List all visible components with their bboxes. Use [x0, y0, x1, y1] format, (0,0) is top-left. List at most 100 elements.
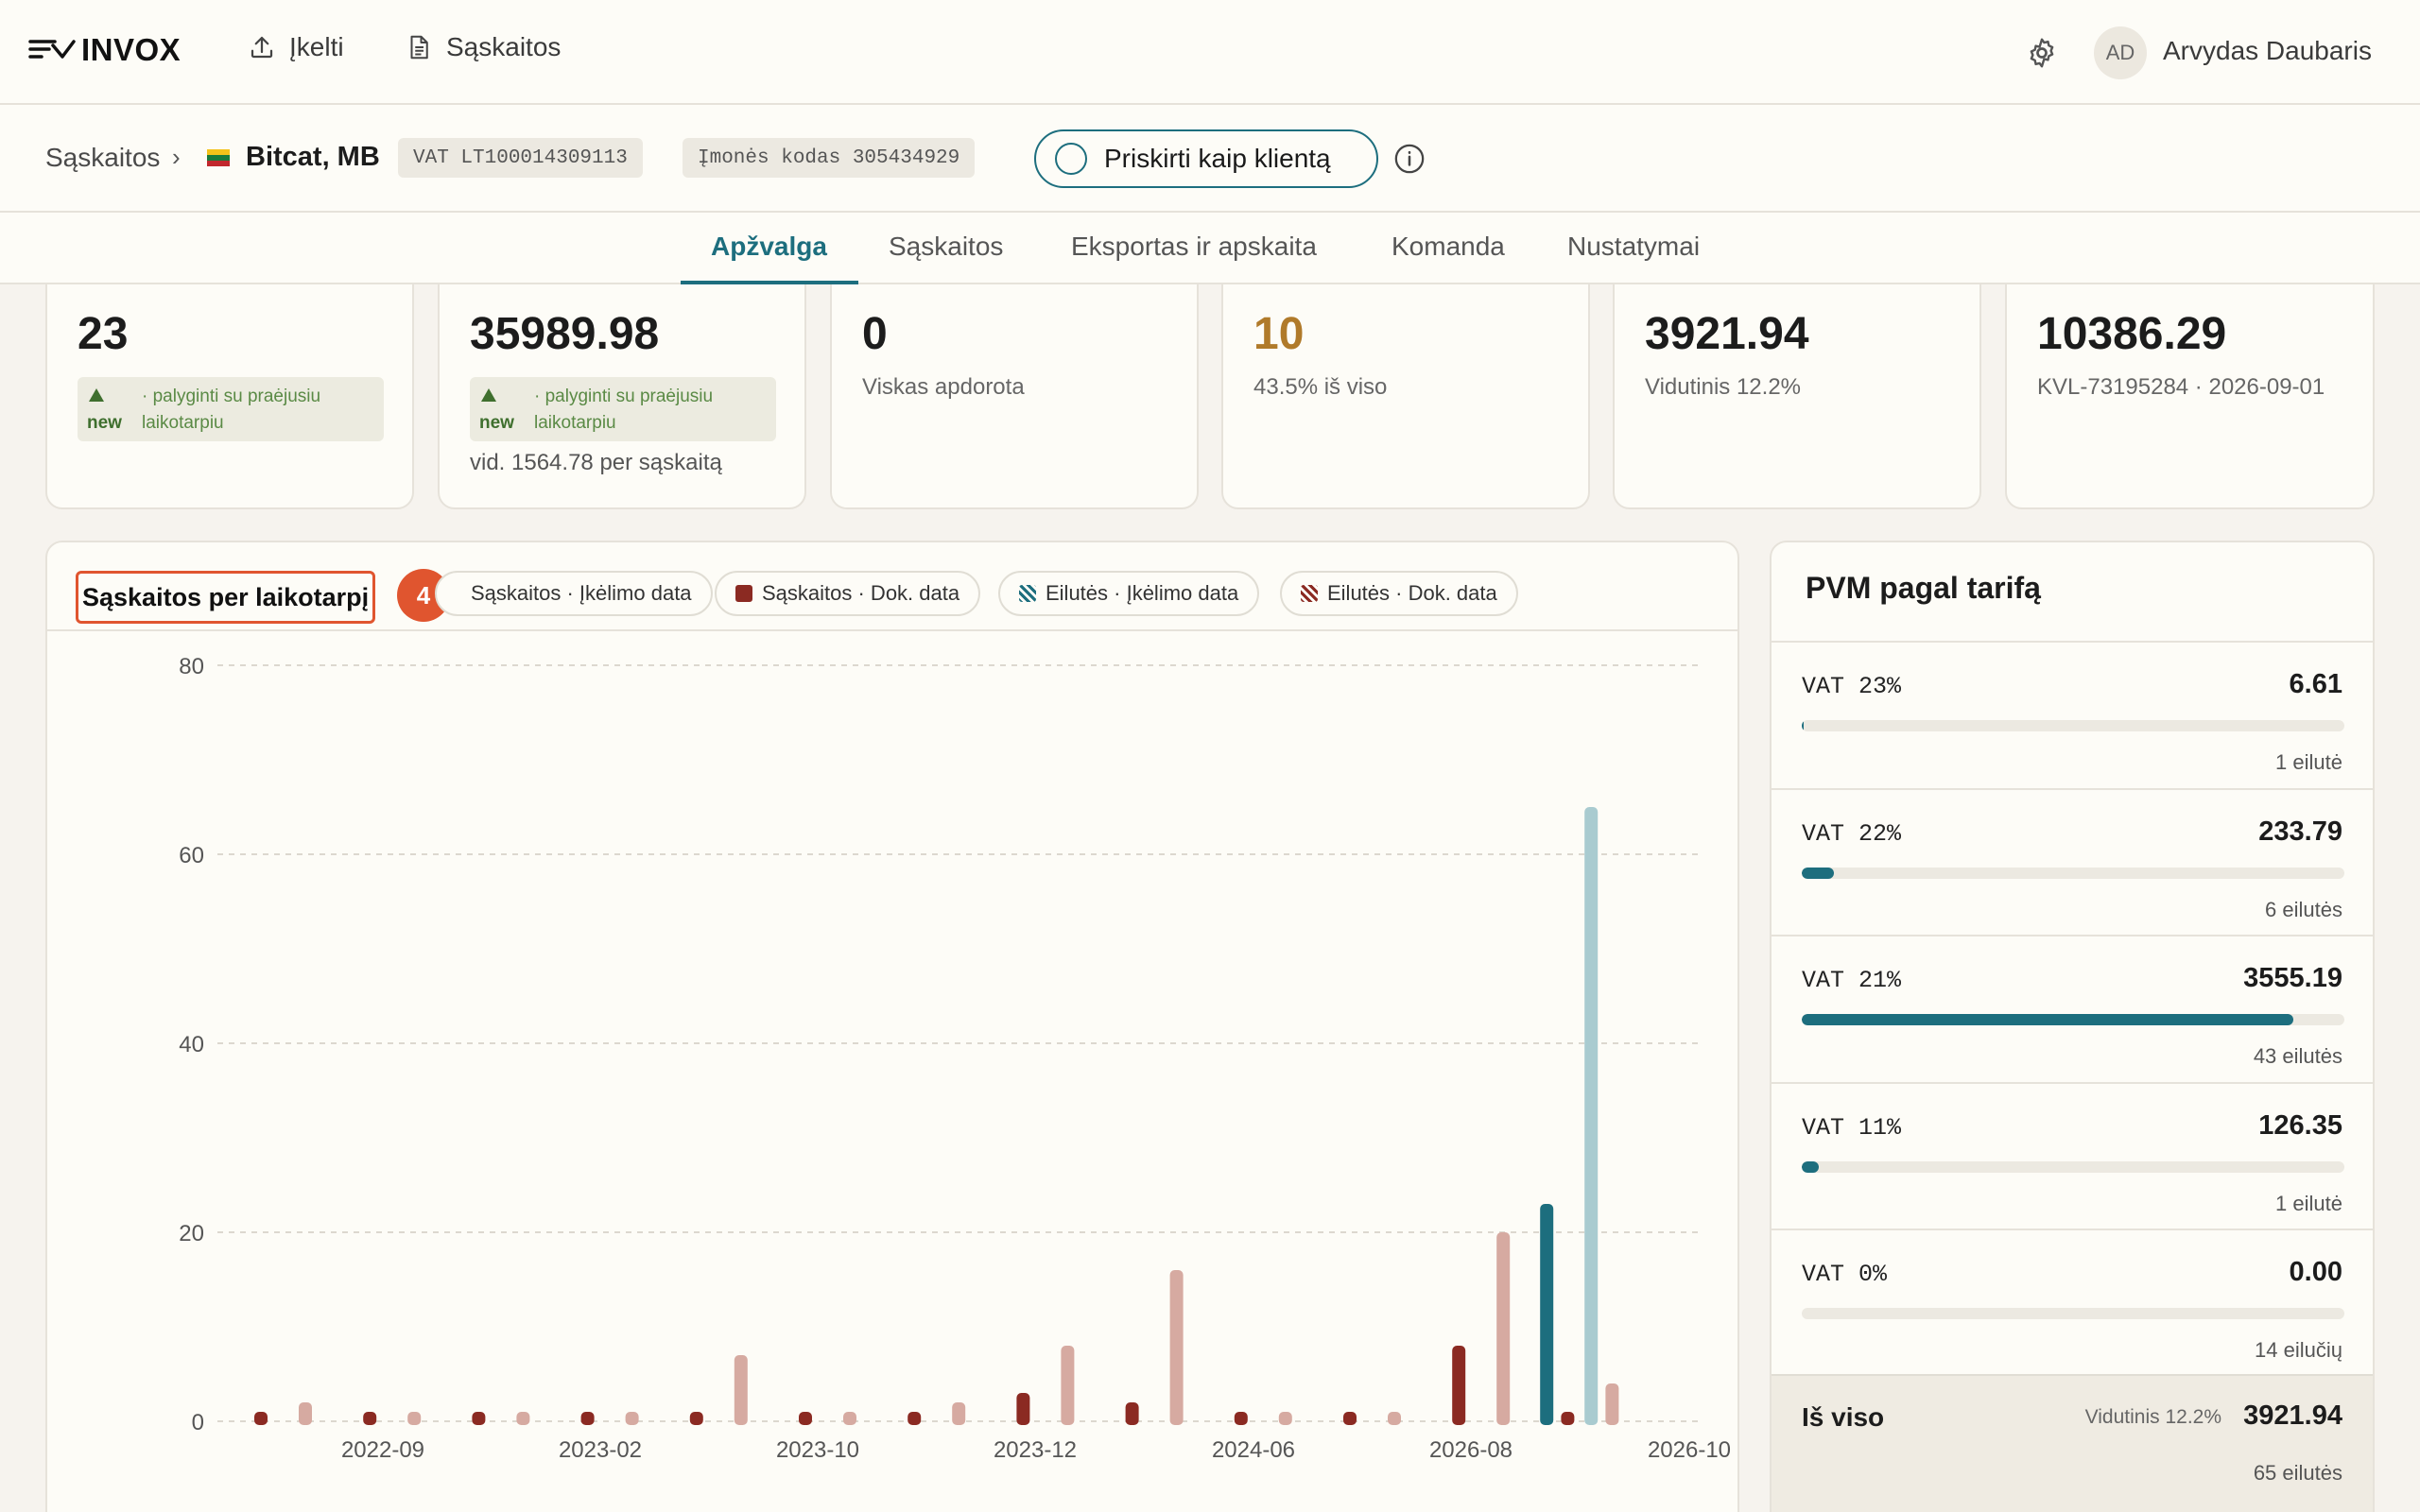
- bar-saskaitos-ikel: [1540, 1204, 1554, 1425]
- top-navigation: INVOX Įkelti Sąskaitos AD Arvydas Daubar…: [0, 0, 2420, 105]
- tab-overview[interactable]: Apžvalga: [711, 232, 827, 261]
- vat-total-label: Iš viso: [1802, 1402, 1885, 1432]
- radio-circle-icon: [1055, 143, 1087, 175]
- vat-total-lines: 65 eilutės: [2253, 1461, 2342, 1485]
- y-tick-label: 80: [179, 654, 204, 679]
- legend-swatch-striped-icon: [1301, 585, 1318, 602]
- legend-toggle-lines-upload[interactable]: Eilutės · Įkėlimo data: [998, 571, 1260, 616]
- tab-team[interactable]: Komanda: [1392, 232, 1505, 261]
- x-tick-label: 2026-10: [1648, 1437, 1731, 1463]
- bar-eilutes-dok: [407, 1412, 422, 1425]
- chart-header: Sąskaitos per laikotarpį 4 Sąskaitos · Į…: [47, 542, 1737, 631]
- trend-text-1: · palyginti su praėjusiu: [534, 387, 714, 406]
- trend-badge: new: [479, 413, 514, 433]
- stat-card-invoices: 23 new · palyginti su praėjusiu laikotar…: [45, 248, 414, 509]
- breadcrumb-separator: ›: [172, 143, 181, 171]
- lithuania-flag-icon: [207, 149, 230, 166]
- legend-swatch-solid-icon: [735, 585, 752, 602]
- document-icon: [410, 35, 428, 60]
- x-tick-label: 2026-08: [1429, 1437, 1512, 1463]
- bar-saskaitos-dok: [363, 1412, 377, 1425]
- bar-eilutes-dok: [625, 1412, 639, 1425]
- stat-value: 23: [78, 309, 129, 359]
- avatar[interactable]: AD: [2094, 26, 2147, 79]
- vat-total-amount: 3921.94: [2243, 1400, 2342, 1431]
- vat-rate-amount: 233.79: [2258, 816, 2342, 847]
- bar-saskaitos-dok: [1234, 1412, 1248, 1425]
- vat-total-average: Vidutinis 12.2%: [2084, 1406, 2221, 1428]
- x-tick-label: 2023-02: [559, 1437, 642, 1463]
- bar-eilutes-dok: [1388, 1412, 1401, 1425]
- app-logo[interactable]: INVOX: [28, 32, 181, 68]
- stat-value: 10386.29: [2037, 309, 2227, 359]
- tab-settings[interactable]: Nustatymai: [1567, 232, 1701, 261]
- stat-subtext: Viskas apdorota: [862, 374, 1025, 400]
- assign-client-label: Priskirti kaip klientą: [1104, 144, 1331, 173]
- vat-rate-amount: 3555.19: [2243, 963, 2342, 993]
- vat-rate-row: VAT 11% 126.35 1 eilutė: [1772, 1081, 2373, 1229]
- bar-eilutes-dok: [1278, 1412, 1292, 1425]
- bar-saskaitos-dok: [799, 1412, 812, 1425]
- y-tick-label: 0: [192, 1410, 204, 1435]
- bar-eilutes-dok: [734, 1355, 748, 1425]
- bar-saskaitos-dok: [1343, 1412, 1357, 1425]
- trend-text-2: laikotarpiu: [534, 413, 616, 433]
- vat-card-title: PVM pagal tarifą: [1806, 571, 2041, 605]
- legend-toggle-lines-doc[interactable]: Eilutės · Dok. data: [1280, 571, 1518, 616]
- bar-eilutes-dok: [1605, 1383, 1619, 1425]
- stat-value: 0: [862, 309, 888, 359]
- company-name: Bitcat, MB: [246, 142, 380, 172]
- vat-rate-label: VAT 21%: [1802, 967, 1902, 994]
- trend-up-icon: [481, 388, 496, 402]
- vat-code-chip: VAT LT100014309113: [398, 138, 643, 178]
- trend-text-2: laikotarpiu: [142, 413, 224, 433]
- vat-share-bar: [1802, 1308, 2344, 1319]
- stat-subtext: Vidutinis 12.2%: [1645, 374, 1801, 400]
- tab-invoices[interactable]: Sąskaitos: [889, 232, 1004, 261]
- vat-total-row: Iš viso Vidutinis 12.2% 3921.94 65 eilut…: [1772, 1374, 2373, 1512]
- vat-rate-row: VAT 0% 0.00 14 eilučių: [1772, 1228, 2373, 1376]
- stat-value: 35989.98: [470, 309, 660, 359]
- bar-saskaitos-dok: [472, 1412, 486, 1425]
- trend-text-1: · palyginti su praėjusiu: [142, 387, 321, 406]
- breadcrumb: Sąskaitos › Bitcat, MB VAT LT10001430911…: [0, 105, 2420, 213]
- bar-saskaitos-dok: [1452, 1346, 1466, 1425]
- vat-rate-label: VAT 11%: [1802, 1113, 1902, 1142]
- vat-share-fill: [1802, 867, 1835, 879]
- x-tick-label: 2024-06: [1212, 1437, 1295, 1463]
- vat-rate-row: VAT 22% 233.79 6 eilutės: [1772, 787, 2373, 936]
- tab-export[interactable]: Eksportas ir apskaita: [1071, 232, 1317, 261]
- vat-rate-row: VAT 21% 3555.19 43 eilutės: [1772, 935, 2373, 1082]
- breadcrumb-root-link[interactable]: Sąskaitos: [45, 143, 161, 172]
- nav-invoices-label: Sąskaitos: [446, 32, 562, 61]
- bar-chart[interactable]: 0 20 40 60 80 2022-09 2023-02 2023-10 2023-12 202…: [47, 633, 1739, 1512]
- vat-rate-amount: 126.35: [2258, 1109, 2342, 1141]
- stat-subtext: 43.5% iš viso: [1253, 374, 1388, 400]
- y-tick-label: 60: [179, 843, 204, 868]
- x-tick-label: 2023-10: [776, 1437, 859, 1463]
- vat-share-bar: [1802, 720, 2344, 731]
- vat-share-bar: [1802, 1160, 2344, 1173]
- nav-invoices-link[interactable]: Sąskaitos: [405, 32, 561, 62]
- legend-toggle-invoices-doc[interactable]: Sąskaitos · Dok. data: [715, 571, 981, 616]
- nav-upload-label: Įkelti: [289, 32, 344, 61]
- vat-rate-lines: 1 eilutė: [2275, 750, 2342, 774]
- bar-saskaitos-dok: [254, 1412, 268, 1425]
- assign-client-button[interactable]: Priskirti kaip klientą: [1034, 129, 1378, 188]
- bar-eilutes-dok: [516, 1412, 530, 1425]
- chart-title: Sąskaitos per laikotarpį: [76, 571, 376, 624]
- user-name[interactable]: Arvydas Daubaris: [2163, 36, 2372, 65]
- legend-label: Sąskaitos · Dok. data: [762, 581, 960, 605]
- vat-rate-lines: 43 eilutės: [2253, 1044, 2342, 1068]
- info-icon[interactable]: [1393, 143, 1426, 175]
- trend-box: new · palyginti su praėjusiu laikotarpiu: [78, 377, 384, 441]
- legend-toggle-invoices-upload[interactable]: Sąskaitos · Įkėlimo data: [435, 571, 713, 616]
- upload-icon: [251, 36, 273, 59]
- nav-upload-link[interactable]: Įkelti: [248, 32, 344, 62]
- legend-label: Sąskaitos · Įkėlimo data: [471, 581, 692, 605]
- vat-rate-lines: 6 eilutės: [2265, 897, 2342, 921]
- gear-icon[interactable]: [2025, 36, 2059, 70]
- company-code-chip: Įmonės kodas 305434929: [683, 138, 976, 178]
- logo-text: INVOX: [81, 32, 182, 67]
- vat-rate-label: VAT 0%: [1802, 1261, 1888, 1288]
